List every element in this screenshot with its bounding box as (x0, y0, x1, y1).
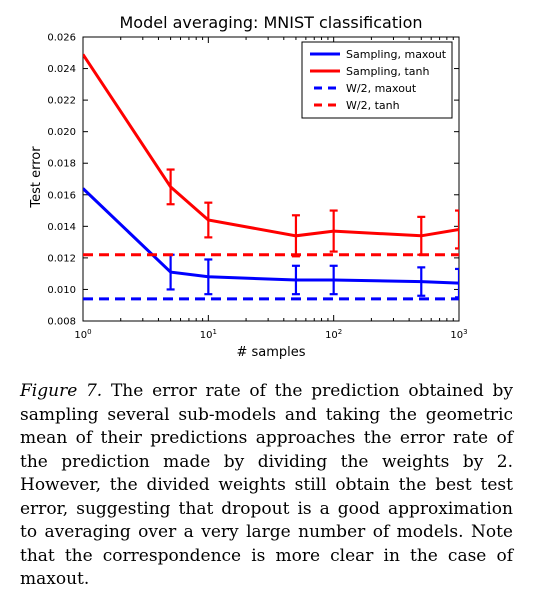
x-tick-label: 102 (325, 328, 342, 341)
y-tick-label: 0.022 (47, 96, 76, 107)
legend-label-w-2-maxout: W/2, maxout (346, 82, 417, 95)
chart-title: Model averaging: MNIST classification (120, 13, 423, 32)
x-axis-title: # samples (236, 345, 305, 360)
series-group (83, 53, 459, 301)
legend-label-w-2-tanh: W/2, tanh (346, 99, 400, 112)
axes-frame (82, 36, 460, 322)
y-tick-label: 0.012 (47, 253, 76, 264)
y-tick-label: 0.010 (47, 285, 76, 296)
figure-caption: Figure 7. The error rate of the predicti… (20, 380, 513, 592)
y-tick-label: 0.016 (47, 190, 76, 201)
y-tick-label: 0.018 (47, 159, 76, 170)
y-axis-title: Test error (29, 146, 44, 209)
legend-label-sampling-tanh: Sampling, tanh (346, 65, 430, 78)
y-tick-label: 0.014 (47, 222, 76, 233)
legend: Sampling, maxout Sampling, tanh W/2, maxou… (301, 41, 453, 119)
x-tick-label: 103 (450, 328, 467, 341)
plot-area: 0.008 0.010 0.012 0.014 0.016 0.018 0.020 0.022… (47, 33, 467, 342)
model-averaging-chart: Model averaging: MNIST classification 0.… (29, 13, 468, 360)
legend-label-sampling-maxout: Sampling, maxout (346, 48, 447, 61)
y-tick-label: 0.024 (47, 64, 76, 75)
x-tick-label: 100 (74, 328, 91, 341)
figure-label: Figure 7. (20, 381, 103, 401)
y-tick-label: 0.008 (47, 317, 76, 328)
x-tick-label: 101 (200, 328, 217, 341)
y-tick-label: 0.020 (47, 127, 76, 138)
y-tick-label: 0.026 (47, 33, 76, 44)
caption-text: The error rate of the prediction obtaine… (20, 381, 513, 589)
